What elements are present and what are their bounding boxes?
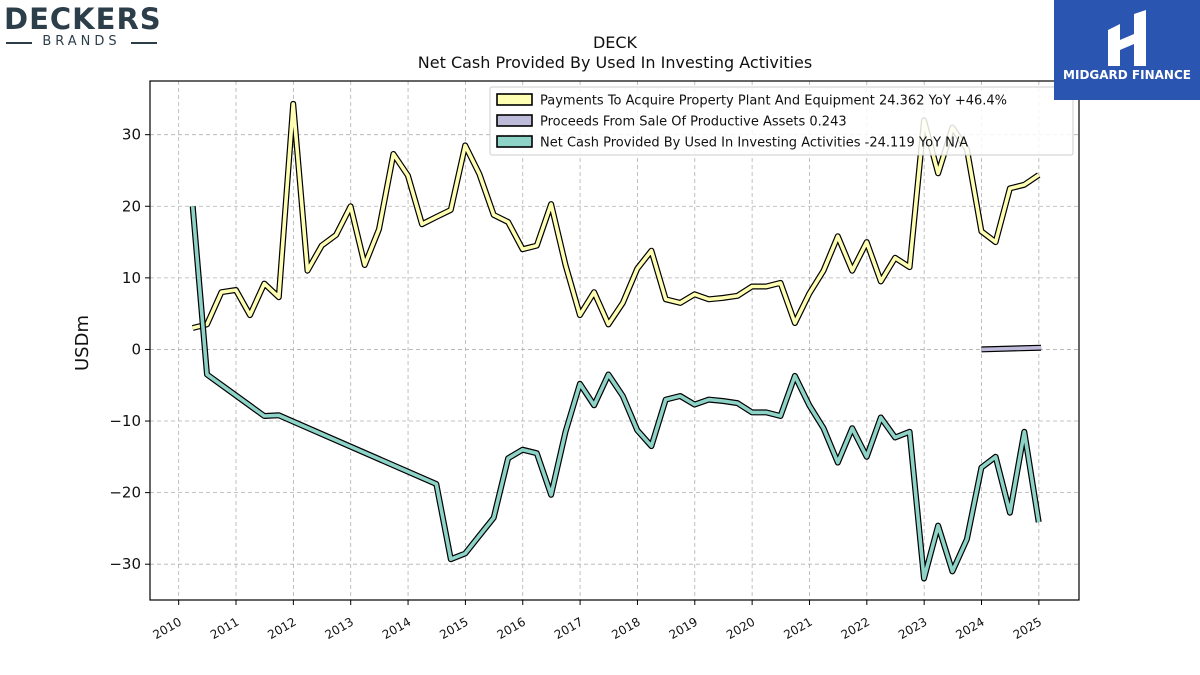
x-tick-label: 2018: [609, 615, 642, 642]
legend-label-1: Proceeds From Sale Of Productive Assets …: [540, 115, 847, 130]
series-0-line: [192, 102, 1040, 330]
x-tick-label: 2016: [495, 615, 528, 642]
x-tick-label: 2017: [552, 615, 585, 642]
x-tick-label: 2010: [151, 615, 184, 642]
x-tick-label: 2025: [1011, 615, 1044, 642]
legend-swatch-1: [496, 114, 533, 127]
y-axis-ticks: −30 −20 −10 0 10 20 30: [109, 126, 150, 573]
midgard-finance-watermark: MIDGARD FINANCE: [1054, 0, 1200, 100]
x-tick-label: 2015: [437, 615, 470, 642]
x-tick-label: 2022: [839, 615, 872, 642]
y-tick-label: 10: [122, 269, 141, 287]
chart-subtitle: Net Cash Provided By Used In Investing A…: [418, 53, 812, 72]
series-2-line: [190, 206, 1041, 581]
x-tick-label: 2012: [265, 615, 298, 642]
plot-frame: [149, 80, 1080, 601]
y-tick-label: 0: [131, 340, 141, 358]
midgard-logo-icon: [1108, 10, 1146, 66]
chart-title: DECK: [593, 33, 638, 52]
y-tick-label: 30: [122, 126, 141, 144]
x-tick-label: 2024: [953, 615, 986, 642]
legend-swatch-2: [496, 135, 533, 148]
x-tick-label: 2014: [380, 615, 413, 642]
series-1-line: [981, 345, 1042, 352]
y-axis-label: USDm: [72, 315, 93, 371]
watermark-text: MIDGARD FINANCE: [1063, 68, 1191, 82]
legend: Payments To Acquire Property Plant And E…: [489, 86, 1074, 156]
legend-label-0: Payments To Acquire Property Plant And E…: [540, 94, 1007, 109]
x-tick-label: 2021: [781, 615, 814, 642]
brand-sub: BRANDS: [4, 34, 159, 49]
y-tick-label: −30: [109, 555, 141, 573]
x-axis-ticks: 2010 2011 2012 2013 2014 2015 2016 2017 2018 2019…: [151, 600, 1044, 642]
x-tick-label: 2019: [667, 615, 700, 642]
legend-label-2: Net Cash Provided By Used In Investing A…: [540, 136, 968, 151]
x-tick-label: 2023: [896, 615, 929, 642]
brand-name: DECKERS: [4, 2, 162, 36]
y-tick-label: −10: [109, 412, 141, 430]
legend-box: [489, 86, 1074, 156]
x-tick-label: 2020: [724, 615, 757, 642]
y-tick-label: −20: [109, 484, 141, 502]
y-tick-label: 20: [122, 197, 141, 215]
deckers-brands-logo: DECKERS BRANDS: [4, 2, 162, 52]
x-tick-label: 2011: [208, 615, 241, 642]
legend-swatch-0: [496, 93, 533, 106]
series-lines: [189, 100, 1042, 582]
x-tick-label: 2013: [323, 615, 356, 642]
